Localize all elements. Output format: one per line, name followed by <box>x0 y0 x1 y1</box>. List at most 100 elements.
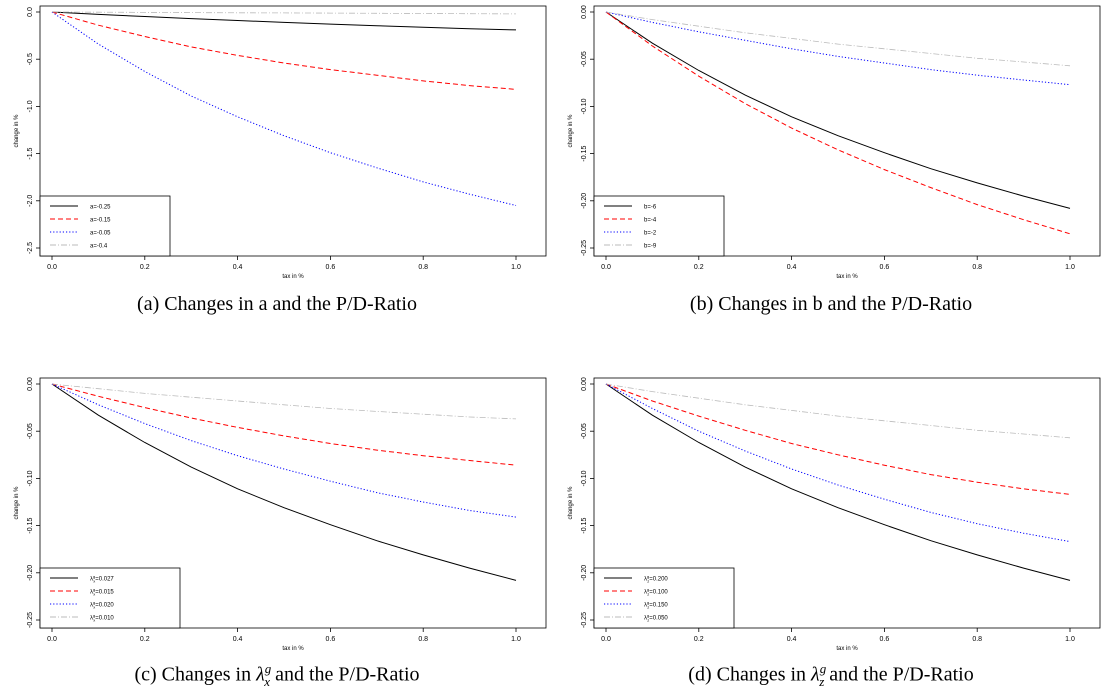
chart-c: 0.0 0.2 0.4 0.6 0.8 1.0 0.00 -0.05 -0.10 -0.15 -0.… <box>14 377 547 652</box>
x-tick-label: 0.6 <box>326 636 336 643</box>
x-tick-label: 0.0 <box>47 636 57 643</box>
y-tick-label: 0.00 <box>27 377 34 391</box>
x-tick-label: 0.8 <box>972 264 982 271</box>
series-line-1 <box>605 383 1071 581</box>
y-tick-label: -0.20 <box>27 565 34 581</box>
legend-label: a=-0.25 <box>90 205 111 211</box>
y-tick-label: -0.10 <box>581 98 588 114</box>
y-tick-label: -0.05 <box>581 423 588 439</box>
x-tick-label: 0.0 <box>47 264 57 271</box>
series-line-4 <box>51 383 517 420</box>
x-tick-label: 0.2 <box>140 264 150 271</box>
y-axis-label: change in % <box>14 486 20 520</box>
y-tick-label: -0.05 <box>581 51 588 67</box>
x-tick-label: 0.2 <box>694 264 704 271</box>
y-tick-label: -1.0 <box>27 100 34 112</box>
series-line-2 <box>605 383 1071 495</box>
legend-label: λg x=0.015 <box>90 587 114 597</box>
x-tick-label: 1.0 <box>1065 636 1075 643</box>
x-tick-label: 1.0 <box>1065 264 1075 271</box>
y-axis-label: change in % <box>568 486 574 520</box>
x-tick-label: 0.8 <box>418 636 428 643</box>
series-line-2 <box>605 11 1071 235</box>
legend-label: λg x=0.010 <box>90 613 114 623</box>
legend-label: a=-0.15 <box>90 218 111 224</box>
legend-label: λg z=0.200 <box>644 574 668 584</box>
y-tick-label: -0.10 <box>581 470 588 486</box>
y-tick-label: 0.00 <box>581 5 588 19</box>
y-tick-label: -0.25 <box>581 612 588 628</box>
series-line-3 <box>605 383 1071 543</box>
y-tick-label: -2.5 <box>27 242 34 254</box>
x-tick-label: 0.4 <box>233 636 243 643</box>
x-tick-label: 0.6 <box>880 636 890 643</box>
x-tick-label: 1.0 <box>511 264 521 271</box>
plot-frame <box>39 5 547 257</box>
plot-frame <box>39 377 547 629</box>
series-line-1 <box>605 11 1071 209</box>
x-tick-label: 0.4 <box>787 636 797 643</box>
x-tick-label: 0.4 <box>233 264 243 271</box>
series-line-1 <box>51 11 517 31</box>
chart-b: 0.0 0.2 0.4 0.6 0.8 1.0 0.00 -0.05 -0.10 -0.15 -0.… <box>568 5 1101 280</box>
x-axis-label: tax in % <box>282 646 304 652</box>
y-tick-label: -0.10 <box>27 470 34 486</box>
legend-label: λg z=0.050 <box>644 613 668 623</box>
y-tick-label: -0.15 <box>27 518 34 534</box>
y-tick-label: -0.5 <box>27 53 34 65</box>
y-axis-label: change in % <box>568 114 574 148</box>
legend-label: a=-0.4 <box>90 244 108 250</box>
plot-frame <box>593 5 1101 257</box>
x-axis-label: tax in % <box>282 274 304 280</box>
y-tick-label: -2.0 <box>27 195 34 207</box>
legend-label: b=-4 <box>644 218 657 224</box>
legend-label: b=-9 <box>644 244 657 250</box>
y-tick-label: 0.0 <box>27 7 34 17</box>
caption-b: (b) Changes in b and the P/D-Ratio <box>689 293 973 315</box>
y-tick-label: -0.25 <box>581 240 588 256</box>
x-tick-label: 0.6 <box>880 264 890 271</box>
x-tick-label: 0.0 <box>601 636 611 643</box>
legend-label: λg x=0.020 <box>90 600 114 610</box>
x-axis-label: tax in % <box>836 274 858 280</box>
legend-label: λg x=0.027 <box>90 574 114 584</box>
series-line-4 <box>51 11 517 15</box>
caption-d: (d) Changes in λgz and the P/D-Ratio <box>688 661 974 689</box>
series-line-3 <box>51 11 517 206</box>
series-line-2 <box>51 11 517 90</box>
series-line-3 <box>51 383 517 518</box>
caption-a: (a) Changes in a and the P/D-Ratio <box>137 293 417 315</box>
y-axis-label: change in % <box>14 114 20 148</box>
x-tick-label: 0.6 <box>326 264 336 271</box>
legend-label: λg z=0.100 <box>644 587 668 597</box>
series-line-4 <box>605 383 1071 439</box>
y-tick-label: -0.20 <box>581 193 588 209</box>
series-line-2 <box>51 383 517 466</box>
x-tick-label: 0.2 <box>140 636 150 643</box>
y-tick-label: -0.15 <box>581 518 588 534</box>
x-axis-label: tax in % <box>836 646 858 652</box>
series-line-4 <box>605 11 1071 67</box>
legend-box <box>593 195 725 257</box>
y-tick-label: -0.05 <box>27 423 34 439</box>
x-tick-label: 0.0 <box>601 264 611 271</box>
y-tick-label: -0.15 <box>581 146 588 162</box>
x-tick-label: 0.4 <box>787 264 797 271</box>
legend-label: λg z=0.150 <box>644 600 668 610</box>
x-tick-label: 1.0 <box>511 636 521 643</box>
y-tick-label: -0.20 <box>581 565 588 581</box>
series-line-1 <box>51 383 517 581</box>
caption-c: (c) Changes in λgx and the P/D-Ratio <box>134 661 420 689</box>
chart-a: 0.0 0.2 0.4 0.6 0.8 1.0 0.0 -0.5 -1.0 -1.5 -2.0 -2.… <box>14 5 547 280</box>
y-tick-label: -0.25 <box>27 612 34 628</box>
x-tick-label: 0.2 <box>694 636 704 643</box>
legend-label: b=-6 <box>644 205 657 211</box>
plot-frame <box>593 377 1101 629</box>
y-tick-label: -1.5 <box>27 147 34 159</box>
chart-d: 0.0 0.2 0.4 0.6 0.8 1.0 0.00 -0.05 -0.10 -0.15 -0.… <box>568 377 1101 652</box>
x-tick-label: 0.8 <box>972 636 982 643</box>
legend-label: a=-0.05 <box>90 231 111 237</box>
x-tick-label: 0.8 <box>418 264 428 271</box>
legend-label: b=-2 <box>644 231 657 237</box>
y-tick-label: 0.00 <box>581 377 588 391</box>
